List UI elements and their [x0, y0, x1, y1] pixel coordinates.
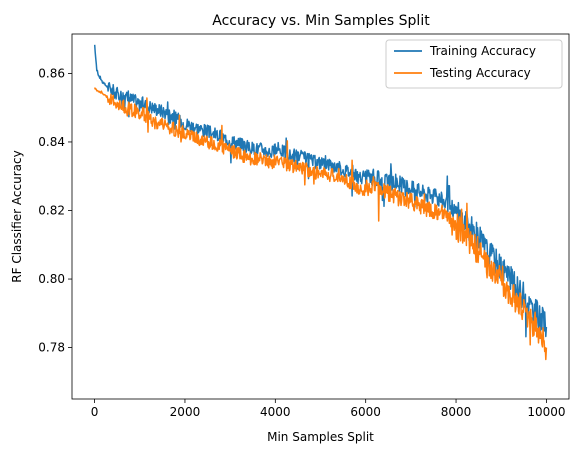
x-tick-label: 6000	[350, 405, 381, 419]
x-tick-label: 2000	[170, 405, 201, 419]
y-axis-label: RF Classifier Accuracy	[10, 150, 24, 282]
x-tick-label: 4000	[260, 405, 291, 419]
y-tick-label: 0.78	[38, 341, 65, 355]
legend: Training Accuracy Testing Accuracy	[385, 39, 563, 89]
x-tick-label: 8000	[441, 405, 472, 419]
x-tick-label: 10000	[527, 405, 565, 419]
y-tick-label: 0.82	[38, 204, 65, 218]
y-tick-label: 0.86	[38, 66, 65, 80]
y-tick-label: 0.84	[38, 135, 65, 149]
y-axis: 0.78 0.80 0.82 0.84 0.86	[38, 66, 72, 355]
legend-box	[385, 39, 563, 89]
y-tick-label: 0.80	[38, 272, 65, 286]
series-line-testing	[93, 87, 548, 361]
plot-frame	[71, 33, 570, 400]
x-tick-label: 0	[91, 405, 99, 419]
chart-title: Accuracy vs. Min Samples Split	[212, 13, 430, 29]
legend-label-testing: Testing Accuracy	[429, 66, 531, 80]
series-layer	[93, 44, 548, 361]
x-axis: 0 2000 4000 6000 8000 10000	[91, 399, 566, 419]
legend-label-training: Training Accuracy	[429, 44, 536, 58]
x-axis-label: Min Samples Split	[267, 430, 374, 444]
